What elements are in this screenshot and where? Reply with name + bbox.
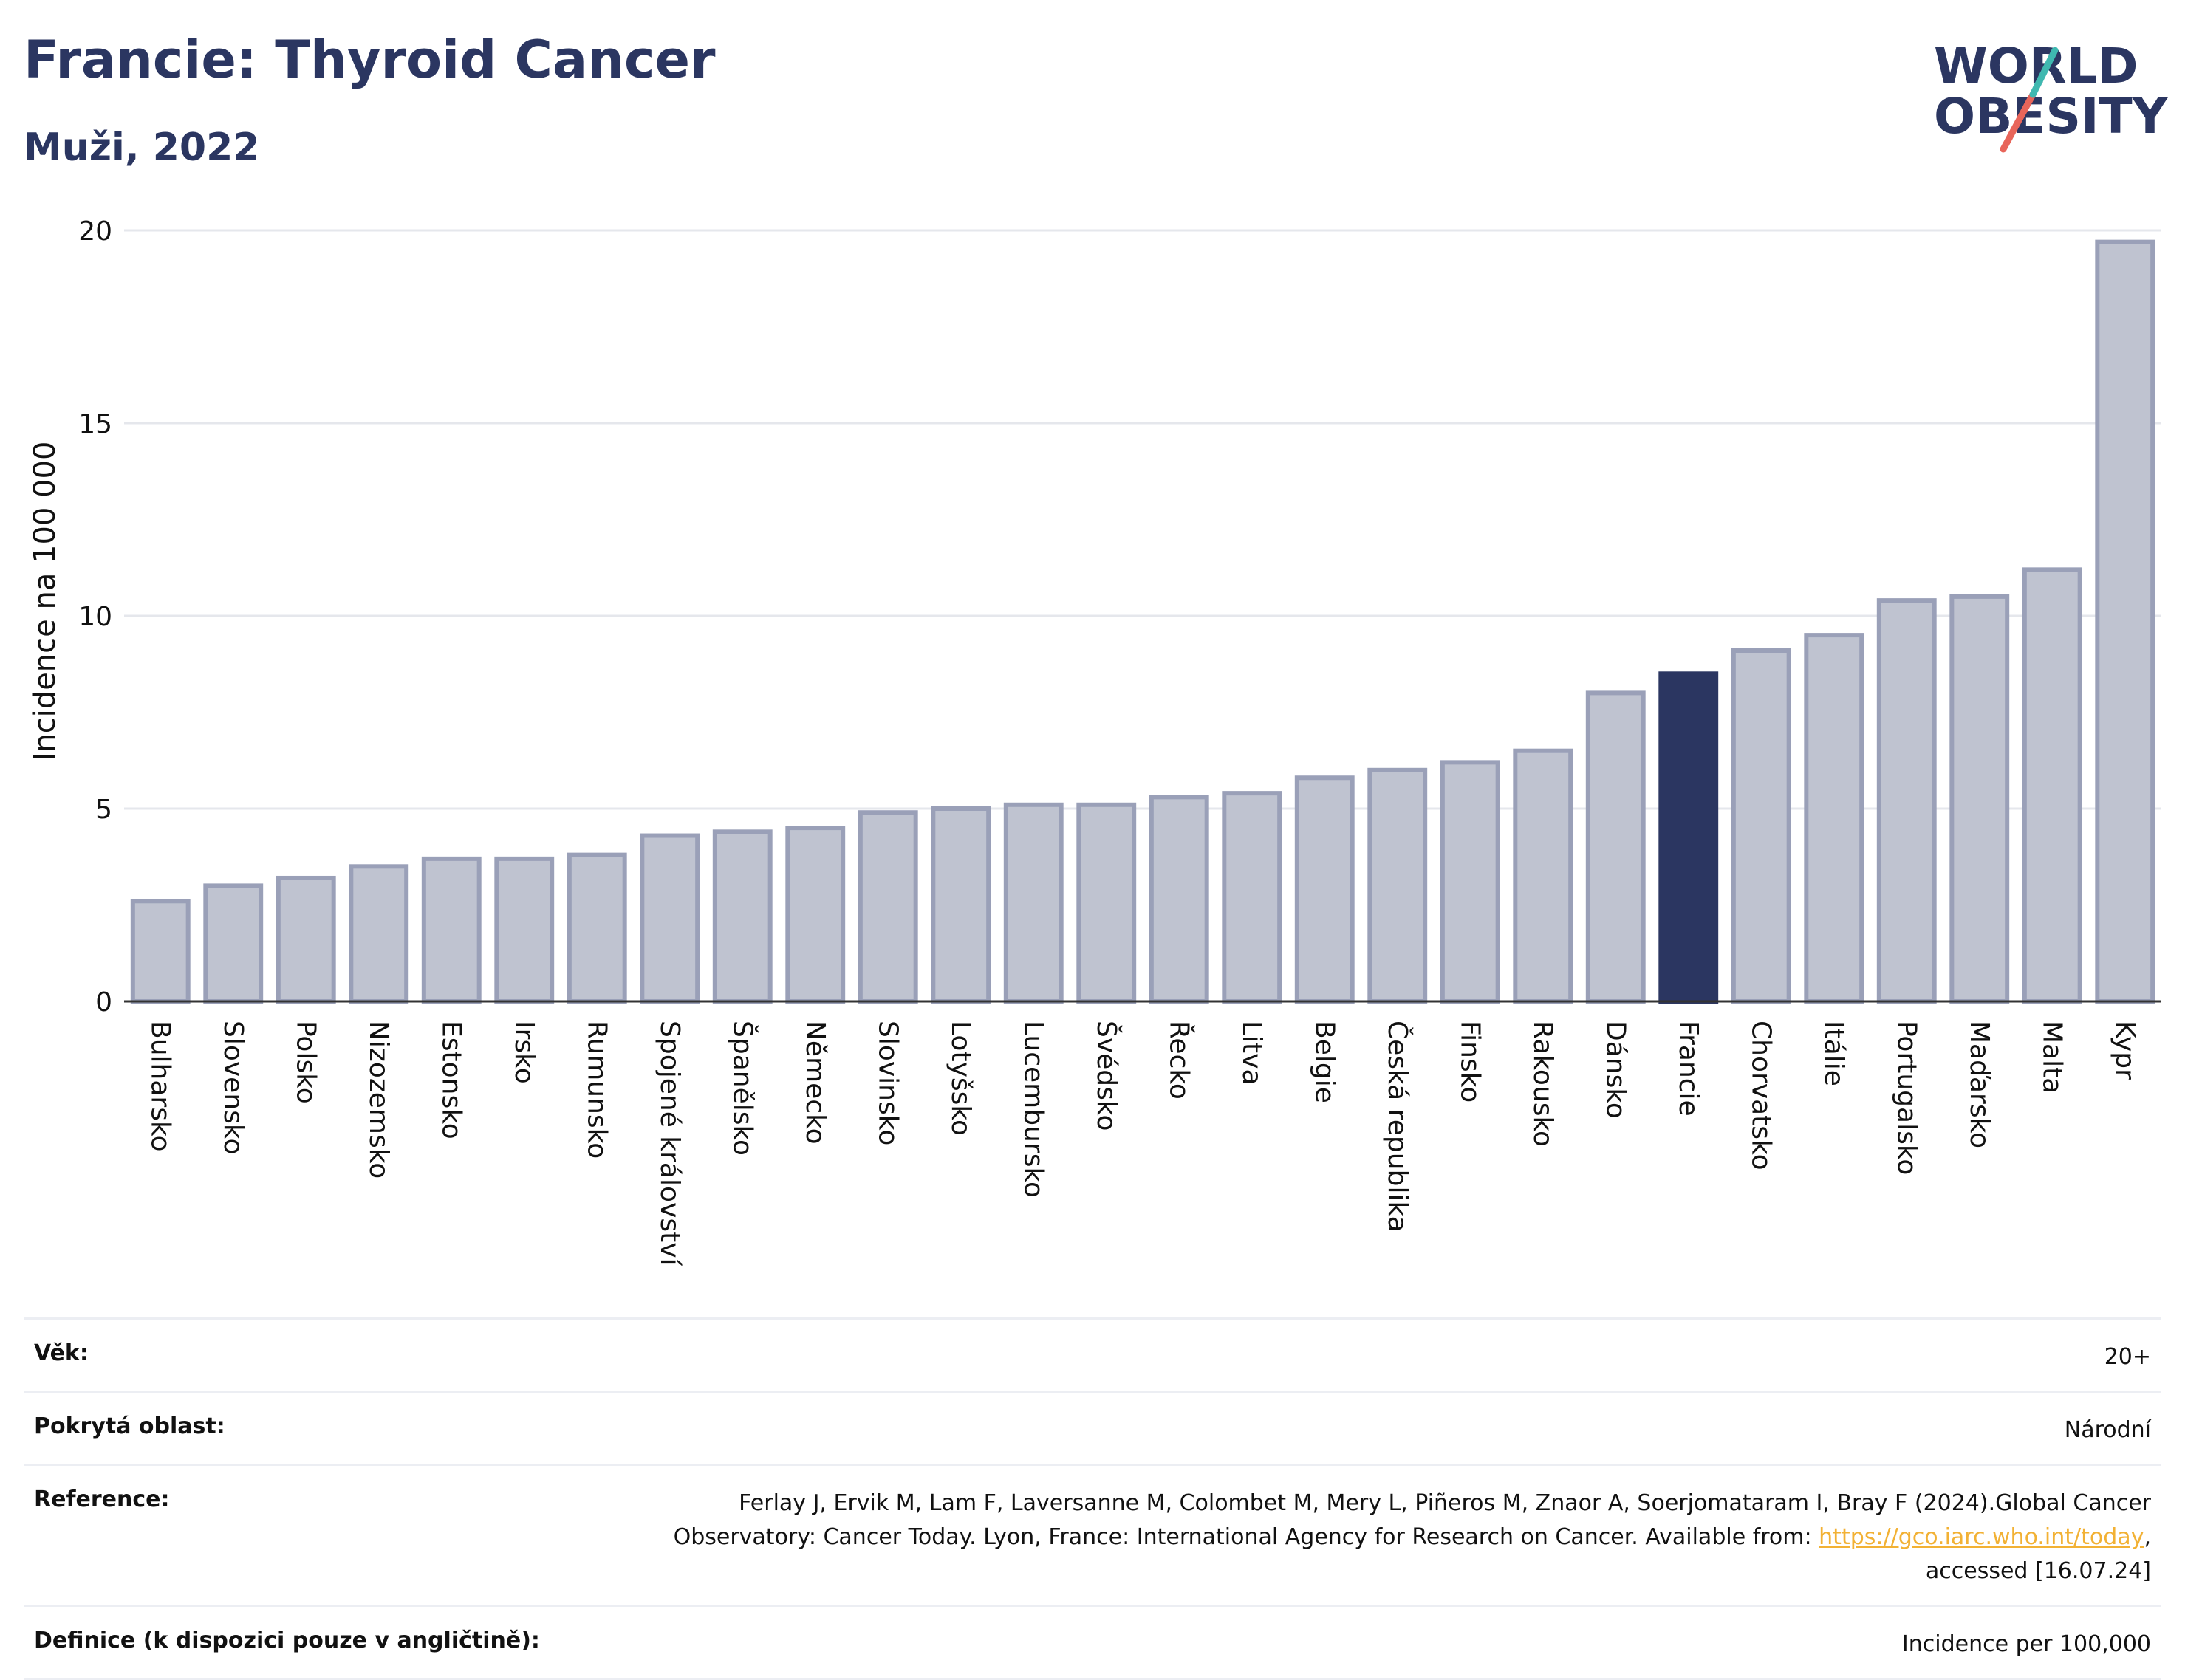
x-tick-label: Finsko: [1454, 1021, 1485, 1103]
reference-line-2-end: ,: [2144, 1524, 2151, 1550]
x-tick-label: Řecko: [1163, 1021, 1194, 1100]
info-row-age: Věk: 20+: [24, 1317, 2161, 1391]
page-subtitle: Muži, 2022: [24, 126, 260, 170]
reference-line-1: Ferlay J, Ervik M, Lam F, Laversanne M, …: [739, 1490, 2151, 1516]
y-tick-label: 5: [95, 795, 112, 825]
bar: [276, 875, 336, 1004]
reference-label: Reference:: [34, 1487, 170, 1512]
bar: [349, 864, 409, 1004]
x-tick-label: Belgie: [1309, 1021, 1339, 1103]
age-value: 20+: [2104, 1344, 2151, 1370]
y-tick-label: 0: [95, 987, 112, 1018]
info-row-reference: Reference: Ferlay J, Ervik M, Lam F, Lav…: [24, 1464, 2161, 1605]
x-tick-label: Bulharsko: [145, 1021, 175, 1152]
x-tick-label: Španělsko: [727, 1021, 758, 1156]
x-tick-label: Estonsko: [436, 1021, 466, 1139]
info-row-coverage: Pokrytá oblast: Národní: [24, 1391, 2161, 1464]
bar: [1949, 594, 2010, 1004]
reference-line-3: accessed [16.07.24]: [1925, 1558, 2151, 1584]
bar: [1149, 795, 1209, 1004]
bar: [640, 833, 700, 1004]
x-tick-label: Litva: [1237, 1021, 1267, 1086]
x-tick-label: Slovinsko: [872, 1021, 903, 1145]
bar: [712, 829, 773, 1004]
bar: [931, 806, 991, 1004]
x-tick-label: Chorvatsko: [1745, 1021, 1776, 1170]
bar: [1222, 791, 1282, 1004]
y-tick-label: 15: [78, 409, 112, 439]
bar: [858, 810, 918, 1004]
logo-slash-teal: [2029, 47, 2059, 98]
bar: [2022, 567, 2082, 1004]
bar: [1440, 760, 1500, 1004]
x-tick-label: Švédsko: [1091, 1021, 1122, 1131]
bar: [1876, 598, 1937, 1004]
y-tick-label: 10: [78, 602, 112, 632]
bar-highlighted: [1658, 671, 1719, 1004]
x-tick-label: Polsko: [290, 1021, 321, 1104]
bar: [1367, 767, 1428, 1004]
bar: [421, 856, 482, 1004]
x-tick-label: Rumunsko: [581, 1021, 612, 1159]
x-tick-label: Lucembursko: [1018, 1021, 1048, 1198]
bar: [1731, 648, 1791, 1004]
definition-value: Incidence per 100,000: [1901, 1631, 2151, 1657]
x-tick-label: Spojené království: [654, 1021, 685, 1266]
x-tick-label: Kypr: [2110, 1021, 2140, 1080]
x-tick-label: Lotyšsko: [946, 1021, 976, 1136]
x-tick-label: Česká republika: [1382, 1021, 1413, 1232]
bar: [203, 883, 264, 1004]
bar: [567, 852, 627, 1004]
x-tick-label: Německo: [800, 1021, 830, 1145]
y-axis-ticks: 0 5 10 15 20: [78, 216, 112, 1018]
coverage-value: Národní: [2064, 1417, 2151, 1443]
age-label: Věk:: [34, 1340, 89, 1366]
x-tick-label: Maďarsko: [1964, 1021, 1994, 1148]
bar: [494, 856, 555, 1004]
x-tick-label: Irsko: [509, 1021, 539, 1084]
bar-chart: 0 5 10 15 20 Bulharsko Slovensko Polsko Nizozem…: [28, 216, 2161, 1266]
x-tick-label: Dánsko: [1600, 1021, 1630, 1119]
bar: [1513, 748, 1573, 1004]
coverage-label: Pokrytá oblast:: [34, 1413, 225, 1439]
reference-line-2: Observatory: Cancer Today. Lyon, France:…: [673, 1524, 1819, 1550]
bar: [1003, 802, 1064, 1004]
x-tick-label: Slovensko: [218, 1021, 248, 1155]
x-tick-label: Rakousko: [1528, 1021, 1558, 1147]
bar: [1294, 775, 1355, 1004]
page-title: Francie: Thyroid Cancer: [24, 30, 716, 90]
definition-label: Definice (k dispozici pouze v angličtině…: [34, 1628, 540, 1653]
x-tick-label: Nizozemsko: [363, 1021, 394, 1179]
y-axis-label: Incidence na 100 000: [28, 442, 62, 761]
bar: [785, 826, 846, 1004]
bar: [1585, 690, 1646, 1004]
world-obesity-logo: WORLD OBESITY: [1934, 38, 2169, 153]
x-tick-label: Portugalsko: [1891, 1021, 1921, 1175]
bar: [130, 899, 191, 1004]
logo-line-2: OBESITY: [1934, 88, 2169, 145]
bar: [2095, 239, 2155, 1004]
reference-value: Ferlay J, Ervik M, Lam F, Laversanne M, …: [674, 1487, 2151, 1588]
info-row-definition: Definice (k dispozici pouze v angličtině…: [24, 1605, 2161, 1680]
y-tick-label: 20: [78, 216, 112, 247]
x-axis-labels: Bulharsko Slovensko Polsko Nizozemsko Estons…: [145, 1021, 2140, 1266]
x-tick-label: Itálie: [1819, 1021, 1849, 1086]
bar: [1076, 802, 1137, 1004]
info-table: Věk: 20+ Pokrytá oblast: Národní Referen…: [24, 1317, 2161, 1680]
bar: [1804, 633, 1864, 1004]
logo-slash-coral: [2000, 91, 2037, 153]
bars: [130, 239, 2155, 1004]
x-tick-label: Francie: [1673, 1021, 1703, 1117]
reference-link[interactable]: https://gco.iarc.who.int/today: [1819, 1524, 2144, 1550]
x-tick-label: Malta: [2037, 1021, 2067, 1094]
